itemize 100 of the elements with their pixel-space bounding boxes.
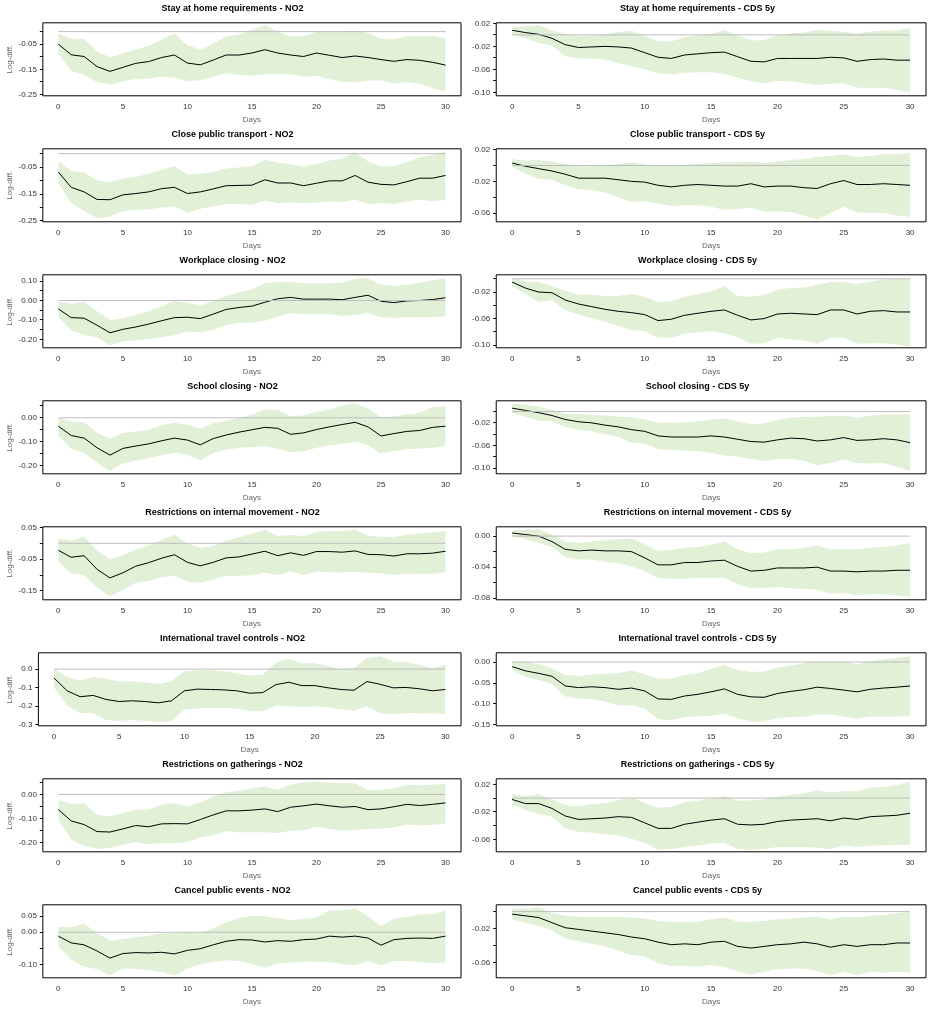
x-tick-label: 10 xyxy=(182,353,193,363)
y-tick-label: -0.02 xyxy=(472,923,491,933)
x-tick-label: 25 xyxy=(839,857,849,867)
x-tick-label: 5 xyxy=(120,353,126,363)
x-tick-label: 15 xyxy=(247,857,257,867)
x-tick-label: 15 xyxy=(247,353,257,363)
x-tick-label: 15 xyxy=(706,605,717,615)
x-axis-title: Days xyxy=(242,115,262,125)
x-tick-label: 20 xyxy=(772,605,783,615)
y-tick-label: -0.20 xyxy=(18,334,38,344)
x-tick-label: 20 xyxy=(772,983,783,993)
y-tick-label: -0.05 xyxy=(18,162,38,172)
x-axis-title: Days xyxy=(702,745,721,755)
x-tick-label: 10 xyxy=(180,731,190,741)
y-tick-label: -0.25 xyxy=(18,89,38,99)
x-tick-label: 30 xyxy=(905,353,916,363)
x-tick-label: 10 xyxy=(182,227,193,237)
x-tick-label: 5 xyxy=(117,731,123,741)
chart-title: Restrictions on gatherings - CDS 5y xyxy=(619,758,776,771)
x-tick-label: 20 xyxy=(312,479,322,489)
chart-title: Cancel public events - NO2 xyxy=(173,884,292,897)
x-tick-label: 30 xyxy=(905,731,916,741)
x-tick-label: 30 xyxy=(905,605,916,615)
y-tick-label: -0.06 xyxy=(472,64,491,74)
x-tick-label: 10 xyxy=(640,101,650,111)
x-axis-title: Days xyxy=(702,997,721,1007)
x-tick-label: 25 xyxy=(839,353,849,363)
x-tick-label: 10 xyxy=(640,479,650,489)
x-tick-label: 25 xyxy=(376,101,386,111)
x-tick-label: 5 xyxy=(120,605,126,615)
chart-title: Restrictions on gatherings - NO2 xyxy=(161,758,304,771)
chart-title: School closing - CDS 5y xyxy=(644,380,751,393)
x-tick-label: 10 xyxy=(640,227,650,237)
y-tick-label: -0.10 xyxy=(472,699,491,709)
x-tick-label: 5 xyxy=(576,857,582,867)
x-tick-label: 30 xyxy=(441,983,451,993)
x-tick-label: 15 xyxy=(706,479,717,489)
x-tick-label: 15 xyxy=(245,731,255,741)
y-tick-label: -0.15 xyxy=(18,189,38,199)
x-tick-label: 0 xyxy=(51,731,57,741)
y-tick-label: -0.20 xyxy=(18,460,38,470)
x-tick-label: 0 xyxy=(509,983,515,993)
y-tick-label: -0.05 xyxy=(472,678,491,688)
x-tick-label: 5 xyxy=(576,731,582,741)
x-tick-label: 30 xyxy=(441,605,451,615)
y-tick-label: -0.06 xyxy=(472,834,491,844)
x-axis-title: Days xyxy=(242,493,262,503)
x-tick-label: 0 xyxy=(56,479,62,489)
y-axis-title: Log-diff. xyxy=(5,296,14,326)
y-tick-label: -0.02 xyxy=(472,287,491,297)
x-tick-label: 0 xyxy=(509,857,515,867)
y-tick-label: -0.08 xyxy=(472,593,491,603)
y-tick-label: -0.10 xyxy=(472,340,491,350)
y-axis-title: Log-diff. xyxy=(5,422,14,452)
x-tick-label: 25 xyxy=(839,101,849,111)
x-tick-label: 20 xyxy=(772,857,783,867)
x-tick-label: 30 xyxy=(441,353,451,363)
x-tick-label: 5 xyxy=(576,983,582,993)
x-tick-label: 5 xyxy=(120,227,126,237)
x-tick-label: 15 xyxy=(706,227,717,237)
x-tick-label: 20 xyxy=(772,353,783,363)
x-tick-label: 5 xyxy=(576,101,582,111)
y-tick-label: -0.10 xyxy=(18,315,38,325)
y-tick-label: -0.05 xyxy=(18,39,38,49)
x-tick-label: 0 xyxy=(56,101,62,111)
y-tick-label: -0.06 xyxy=(472,313,491,323)
x-tick-label: 30 xyxy=(441,857,451,867)
x-tick-label: 30 xyxy=(905,479,916,489)
x-tick-label: 5 xyxy=(120,479,126,489)
x-tick-label: 30 xyxy=(905,101,916,111)
y-axis-title: Log-diff. xyxy=(5,674,14,704)
x-tick-label: 30 xyxy=(905,227,916,237)
x-tick-label: 0 xyxy=(509,101,515,111)
y-tick-label: -0.06 xyxy=(472,957,491,967)
x-tick-label: 10 xyxy=(182,479,193,489)
x-tick-label: 15 xyxy=(706,101,717,111)
chart-title: School closing - NO2 xyxy=(186,380,279,393)
y-tick-label: 0.02 xyxy=(474,144,491,154)
y-tick-label: -0.04 xyxy=(472,562,491,572)
x-tick-label: 20 xyxy=(312,353,322,363)
x-tick-label: 5 xyxy=(576,479,582,489)
x-tick-label: 5 xyxy=(576,227,582,237)
y-axis-title: Log-diff. xyxy=(5,170,14,200)
y-tick-label: -0.10 xyxy=(472,463,491,473)
x-tick-label: 25 xyxy=(376,227,386,237)
x-tick-label: 0 xyxy=(56,353,62,363)
x-axis-title: Days xyxy=(702,493,721,503)
x-tick-label: 10 xyxy=(182,101,193,111)
x-axis-title: Days xyxy=(702,367,721,377)
y-tick-label: -0.02 xyxy=(472,418,491,428)
chart-title: Cancel public events - CDS 5y xyxy=(631,884,763,897)
y-tick-label: -0.02 xyxy=(472,807,491,817)
x-tick-label: 30 xyxy=(905,857,916,867)
chart-title: Restrictions on internal movement - NO2 xyxy=(144,506,321,519)
x-tick-label: 25 xyxy=(839,227,849,237)
x-tick-label: 0 xyxy=(509,731,515,741)
x-tick-label: 20 xyxy=(772,227,783,237)
x-tick-label: 20 xyxy=(310,731,320,741)
x-tick-label: 0 xyxy=(509,479,515,489)
x-tick-label: 15 xyxy=(706,857,717,867)
